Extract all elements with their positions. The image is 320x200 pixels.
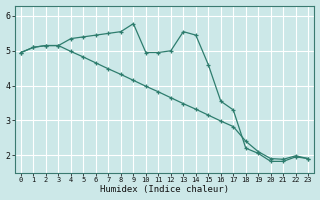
X-axis label: Humidex (Indice chaleur): Humidex (Indice chaleur) [100, 185, 229, 194]
